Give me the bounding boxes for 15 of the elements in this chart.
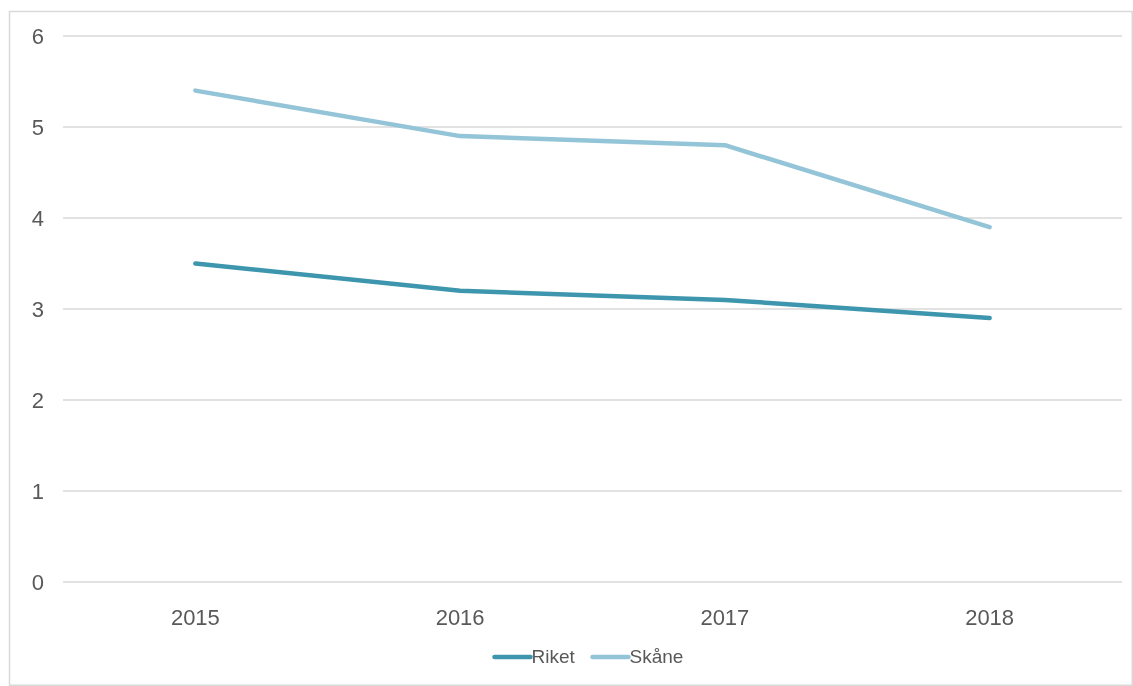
y-tick-label: 5 [31,114,44,140]
x-tick-label: 2016 [435,605,485,630]
y-tick-label: 4 [31,205,44,231]
line-series [193,261,992,321]
legend-label: Skåne [629,646,684,667]
legend-label: Riket [531,646,576,667]
y-tick-label: 2 [31,387,44,413]
y-tick-label: 3 [31,296,44,322]
y-tick-label: 6 [31,23,44,49]
y-tick-label: 1 [31,478,44,504]
y-tick-label: 0 [31,569,44,595]
x-tick-label: 2018 [965,605,1015,630]
x-tick-label: 2017 [700,605,750,630]
x-tick-label: 2015 [170,605,220,630]
line-series [193,88,992,230]
